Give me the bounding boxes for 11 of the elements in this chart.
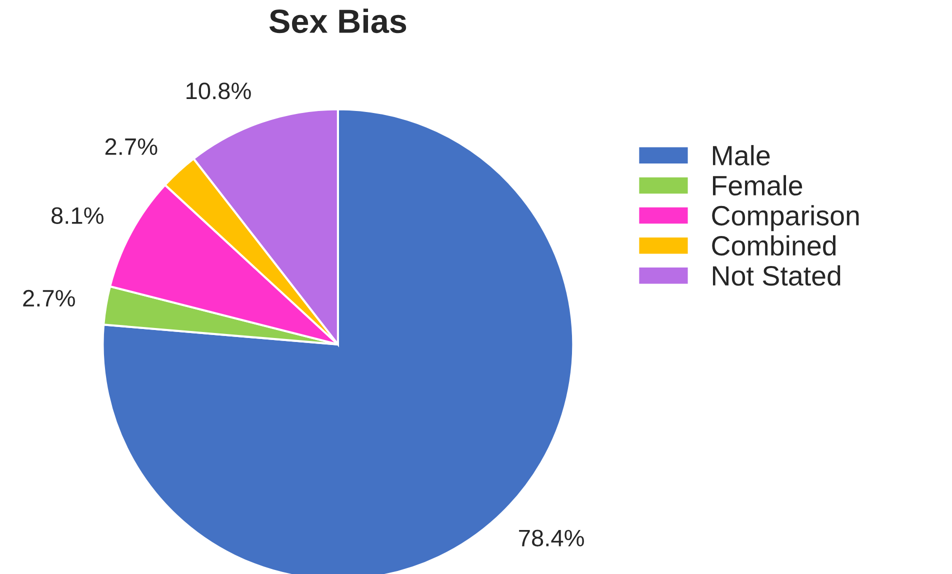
data-label: 2.7% (105, 138, 158, 155)
legend-label: Combined (712, 235, 836, 256)
data-label: 2.7% (23, 290, 75, 307)
legend-label: Male (712, 145, 770, 166)
legend-label: Female (712, 175, 802, 196)
data-label: 8.1% (52, 207, 104, 224)
legend-label: Not Stated (712, 265, 840, 286)
data-label: 78.4% (519, 530, 584, 546)
data-label: 10.8% (186, 82, 251, 100)
chart-title: Sex Bias (269, 8, 406, 34)
legend-label: Comparison (712, 205, 859, 232)
